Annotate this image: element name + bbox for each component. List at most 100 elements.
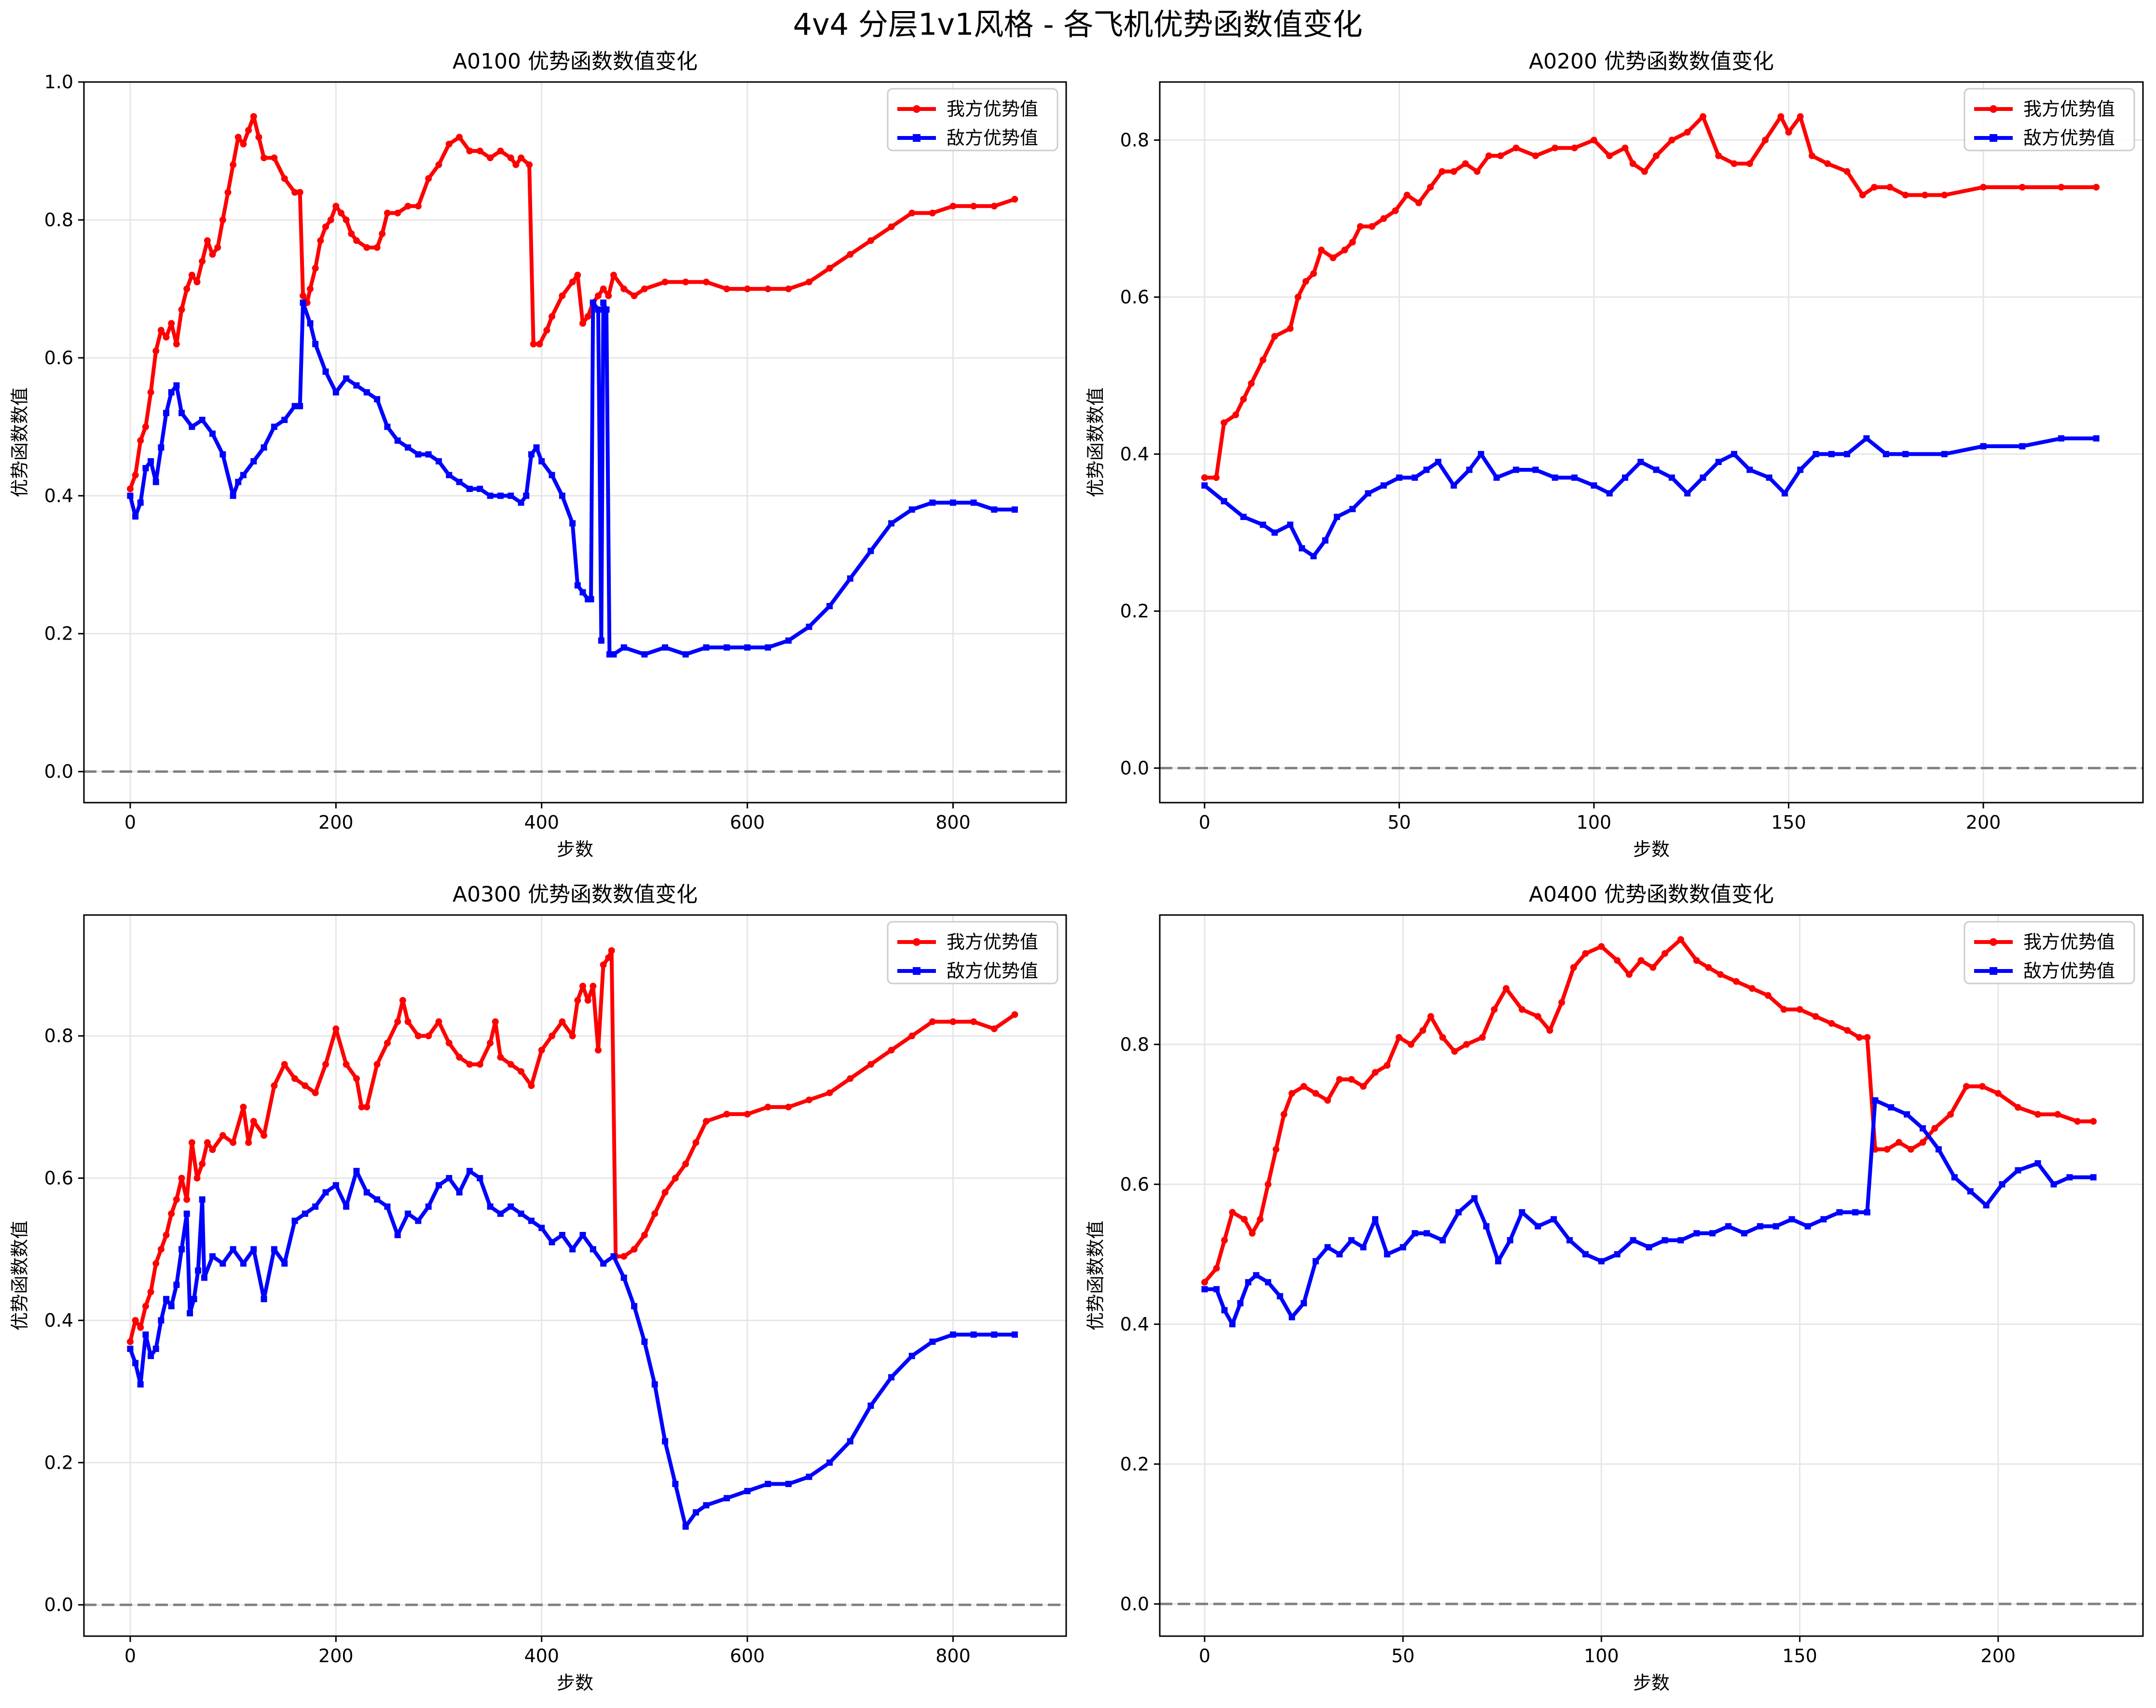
data-point (605, 954, 612, 961)
data-point (1637, 957, 1645, 964)
data-point (1621, 144, 1629, 151)
axes-frame (1159, 81, 2144, 804)
data-point (497, 1210, 504, 1217)
data-point (332, 203, 340, 210)
data-point (600, 285, 607, 292)
data-point (1999, 1181, 2005, 1188)
data-point (1772, 1223, 1779, 1230)
data-point (209, 1253, 216, 1260)
data-point (2093, 184, 2100, 191)
data-point (1322, 537, 1329, 544)
data-point (1248, 380, 1255, 387)
data-point (1606, 490, 1613, 497)
data-point (425, 175, 432, 182)
data-point (163, 410, 170, 416)
data-point (220, 451, 226, 458)
data-point (1372, 1069, 1379, 1076)
data-point (1766, 474, 1772, 481)
data-point (163, 333, 170, 341)
data-point (1614, 957, 1621, 964)
data-point (826, 265, 833, 272)
data-point (574, 272, 581, 279)
y-tick-label: 0.6 (44, 347, 73, 369)
data-point (631, 292, 638, 300)
data-point (137, 1324, 144, 1331)
data-point (1796, 1006, 1803, 1013)
data-point (1920, 1125, 1926, 1132)
data-point (142, 423, 149, 430)
data-point (620, 1274, 627, 1281)
series-our-advantage (1201, 113, 2100, 481)
data-point (209, 430, 216, 437)
legend-marker (913, 105, 920, 113)
data-point (1318, 246, 1325, 254)
data-point (590, 299, 596, 306)
data-point (189, 424, 195, 430)
data-point (1622, 474, 1629, 481)
data-point (1649, 964, 1657, 971)
data-point (1625, 971, 1633, 978)
data-point (785, 285, 792, 292)
data-point (394, 437, 401, 444)
data-point (543, 327, 550, 334)
data-point (600, 299, 607, 306)
data-point (1365, 490, 1372, 497)
x-tick-label: 200 (318, 812, 354, 833)
data-point (2054, 1111, 2061, 1118)
data-point (1237, 1300, 1244, 1307)
series-our-advantage (1201, 936, 2097, 1286)
subplot-a0100: 0 200 400 600 800 0.0 0.2 0.4 0.6 0.8 1.0 A0100 优势… (9, 49, 1067, 860)
data-point (631, 1245, 638, 1253)
x-tick-label: 0 (1199, 812, 1210, 833)
x-tick-label: 50 (1391, 1645, 1414, 1667)
data-point (132, 1360, 139, 1366)
data-point (476, 1061, 483, 1068)
y-tick-label: 0.4 (1120, 443, 1149, 465)
data-point (307, 320, 314, 327)
data-point (405, 444, 412, 451)
data-point (1864, 1034, 1871, 1041)
data-point (126, 485, 134, 492)
data-point (261, 1132, 268, 1139)
data-point (1312, 1258, 1319, 1265)
data-point (888, 1374, 895, 1380)
legend-marker (1990, 967, 1997, 975)
data-point (322, 368, 329, 375)
data-point (764, 1104, 771, 1111)
data-point (245, 127, 252, 134)
data-point (201, 1274, 207, 1281)
data-point (1764, 992, 1771, 999)
data-point (132, 513, 139, 520)
data-point (281, 1260, 288, 1267)
data-point (363, 1189, 370, 1196)
data-point (209, 1146, 216, 1153)
data-point (147, 1288, 154, 1296)
data-point (1888, 1104, 1895, 1111)
data-point (1828, 451, 1835, 457)
y-tick-label: 0.6 (1120, 1174, 1149, 1195)
plot-area (1160, 82, 2143, 803)
data-point (1566, 1237, 1573, 1243)
y-axis-label: 优势函数数值 (9, 387, 30, 497)
data-point (204, 1139, 211, 1146)
data-point (152, 347, 160, 355)
data-point (703, 644, 710, 651)
y-tick-label: 0.8 (1120, 129, 1149, 150)
data-point (2058, 184, 2065, 191)
series-our-advantage (126, 113, 1018, 492)
data-point (1439, 168, 1446, 175)
data-point (590, 983, 597, 990)
data-point (512, 161, 520, 168)
data-point (1571, 474, 1578, 481)
data-point (574, 997, 581, 1004)
data-point (1299, 545, 1305, 552)
data-point (1519, 1209, 1525, 1216)
data-point (703, 1502, 710, 1509)
data-point (414, 1032, 422, 1039)
data-point (1883, 1146, 1891, 1153)
data-point (641, 651, 648, 658)
data-point (168, 389, 175, 396)
data-point (415, 1217, 422, 1224)
data-point (363, 389, 370, 396)
